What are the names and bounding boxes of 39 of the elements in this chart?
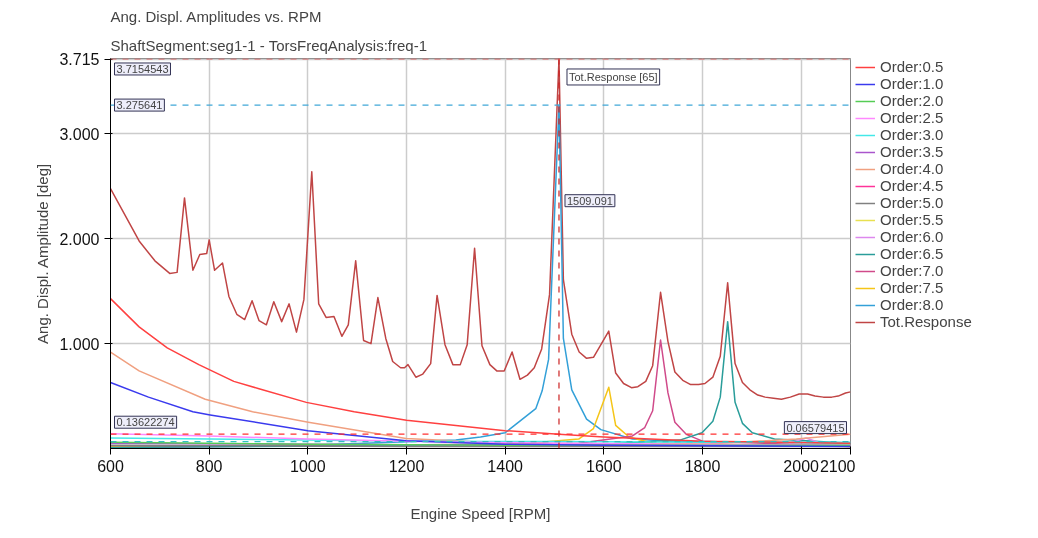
legend-label: Order:5.0 (880, 194, 944, 211)
legend-label: Order:4.0 (880, 160, 944, 177)
x-tick-label: 1600 (586, 457, 622, 475)
ref-line-label: 0.06579415 (786, 421, 845, 434)
annotation: Tot.Response [65] (568, 70, 658, 83)
legend-label: Order:3.0 (880, 126, 944, 143)
ref-line-label: 3.7154543 (116, 62, 169, 75)
x-tick-label: 1400 (487, 457, 524, 475)
x-axis-title: Engine Speed [RPM] (410, 504, 551, 522)
y-tick-label: 3.000 (59, 125, 100, 143)
x-tick-label: 1200 (388, 457, 425, 475)
legend-label: Order:2.0 (880, 92, 944, 109)
ref-line-label: 3.275641 (116, 99, 163, 112)
x-tick-label: 2100 (819, 457, 856, 475)
y-tick-label: 3.715 (59, 51, 100, 69)
legend-label: Order:1.0 (880, 75, 944, 92)
x-tick-label: 2000 (783, 457, 820, 475)
legend-label: Order:0.5 (880, 58, 944, 75)
legend-label: Order:5.5 (880, 211, 944, 228)
x-tick-label: 600 (97, 457, 124, 475)
legend-label: Order:7.5 (880, 279, 944, 296)
ref-line-label: 1509.091 (566, 194, 613, 207)
legend-label: Order:3.5 (880, 143, 944, 160)
legend-label: Order:6.5 (880, 245, 944, 262)
y-tick-label: 2.000 (59, 230, 100, 248)
y-tick-label: 1.000 (59, 335, 100, 353)
chart-subtitle: ShaftSegment:seg1-1 - TorsFreqAnalysis:freq-1 (110, 36, 428, 54)
legend-label: Order:2.5 (880, 109, 944, 126)
x-tick-label: 1000 (290, 457, 326, 475)
y-axis-title: Ang. Displ. Amplitude [deg] (34, 163, 52, 344)
x-tick-label: 1800 (684, 457, 721, 475)
ref-line-label: 0.13622274 (116, 416, 175, 429)
legend-label: Order:7.0 (880, 262, 944, 279)
legend-label: Tot.Response (880, 313, 972, 330)
legend-label: Order:4.5 (880, 177, 944, 194)
legend-label: Order:6.0 (880, 228, 944, 245)
chart-title: Ang. Displ. Amplitudes vs. RPM (110, 7, 322, 25)
legend-label: Order:8.0 (880, 296, 944, 313)
x-tick-label: 800 (195, 457, 223, 475)
